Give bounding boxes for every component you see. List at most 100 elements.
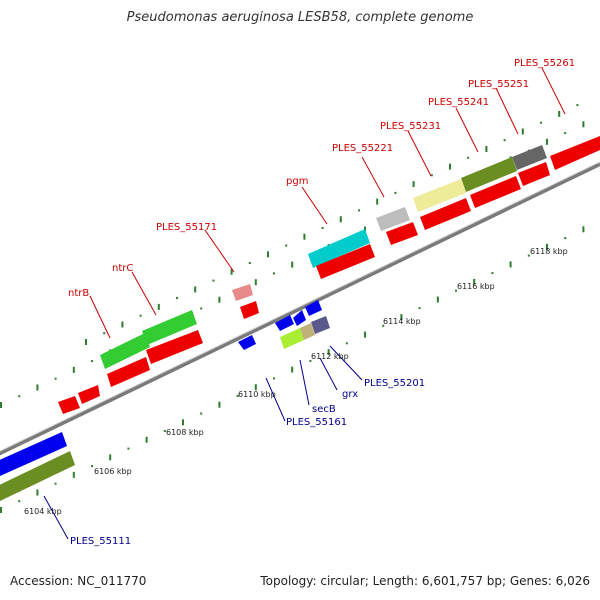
cds-red-PLES_55251[interactable] — [518, 162, 550, 186]
cds-red-PLES_55221[interactable] — [386, 222, 418, 245]
gene-olive-PLES_55241[interactable] — [461, 157, 517, 192]
label-secB[interactable]: secB — [312, 404, 336, 415]
label-PLES_55231[interactable]: PLES_55231 — [380, 121, 441, 132]
tick-labels: 6104 kbp 6106 kbp 6108 kbp 6110 kbp 6112… — [24, 247, 568, 516]
cds-red-1[interactable] — [58, 396, 80, 414]
tick-mark — [582, 226, 585, 233]
tick-label-6108: 6108 kbp — [166, 428, 204, 437]
callout-lines — [43, 67, 566, 540]
label-PLES_55161[interactable]: PLES_55161 — [286, 417, 347, 428]
tick-mark — [236, 395, 239, 397]
tick-mark — [303, 233, 306, 240]
tick-mark — [218, 401, 221, 408]
tick-mark — [200, 412, 203, 415]
label-PLES_55241[interactable]: PLES_55241 — [428, 97, 489, 108]
lower-genes — [238, 300, 330, 350]
tick-mark — [36, 489, 39, 496]
tick-mark — [503, 139, 506, 142]
label-PLES_55221[interactable]: PLES_55221 — [332, 143, 393, 154]
tick-mark — [273, 377, 275, 380]
tick-mark — [91, 465, 93, 468]
tick-mark — [54, 377, 57, 380]
tick-row-lower — [0, 226, 585, 513]
tick-mark — [212, 279, 215, 282]
map-title: Pseudomonas aeruginosa LESB58, complete … — [126, 10, 474, 25]
label-ntrB[interactable]: ntrB — [68, 288, 89, 299]
tick-mark — [449, 163, 451, 170]
tick-mark — [546, 138, 548, 145]
gene-purple-PLES_55201[interactable] — [311, 316, 330, 334]
tick-mark — [309, 359, 312, 362]
tick-mark — [163, 430, 166, 432]
cds-red-pgm[interactable] — [316, 244, 375, 279]
tick-mark — [248, 262, 251, 264]
tick-mark — [36, 384, 39, 391]
tick-mark — [18, 500, 21, 503]
label-ntrC[interactable]: ntrC — [112, 263, 133, 274]
cds-red-3[interactable] — [107, 357, 150, 387]
cds-red-5[interactable] — [240, 301, 259, 319]
accession-text: Accession: NC_011770 — [10, 574, 147, 588]
tick-mark — [521, 128, 524, 135]
tick-mark — [485, 146, 488, 152]
gene-green-ntrC[interactable] — [142, 310, 197, 345]
tick-mark — [358, 209, 360, 212]
gene-cyan-pgm[interactable] — [308, 229, 370, 268]
tick-mark — [230, 268, 233, 275]
gene-lime-secB[interactable] — [280, 328, 304, 349]
label-grx[interactable]: grx — [342, 389, 358, 400]
gene-olive-left[interactable] — [0, 451, 75, 501]
gene-green-ntrB[interactable] — [100, 333, 150, 369]
gene-blue-small-2[interactable] — [275, 315, 294, 331]
tick-mark — [85, 339, 87, 345]
label-PLES_55261[interactable]: PLES_55261 — [514, 58, 575, 69]
tick-mark — [527, 254, 530, 257]
tick-mark — [72, 471, 75, 478]
gene-khaki-PLES_55231[interactable] — [413, 179, 466, 212]
genome-backbone — [0, 162, 600, 456]
gene-pink-PLES_55171[interactable] — [232, 284, 253, 301]
tick-label-6104: 6104 kbp — [24, 507, 62, 516]
cds-red-4[interactable] — [146, 330, 203, 364]
gene-grey-PLES_55221[interactable] — [376, 207, 410, 231]
gene-tan-grx[interactable] — [300, 323, 315, 340]
cds-red-PLES_55241[interactable] — [470, 176, 521, 208]
tick-mark — [436, 296, 439, 303]
label-PLES_55111[interactable]: PLES_55111 — [70, 536, 131, 547]
cds-red-PLES_55261[interactable] — [550, 136, 600, 170]
tick-mark — [291, 261, 294, 268]
tick-mark — [218, 296, 221, 303]
tick-mark — [564, 237, 567, 240]
gene-blue-left[interactable] — [0, 432, 67, 476]
tick-mark — [364, 331, 366, 338]
label-PLES_55201[interactable]: PLES_55201 — [364, 378, 425, 389]
tick-mark — [558, 110, 561, 117]
gene-darkgrey-PLES_55251[interactable] — [512, 145, 547, 170]
tick-label-6116: 6116 kbp — [457, 282, 495, 291]
gene-blue-small-3[interactable] — [293, 310, 306, 326]
tick-mark — [127, 447, 130, 450]
cds-red-2[interactable] — [78, 385, 100, 404]
tick-mark — [394, 191, 397, 194]
tick-mark — [176, 297, 178, 300]
tick-mark — [145, 436, 148, 443]
tick-mark — [582, 121, 585, 128]
tick-row-upper-inner — [85, 104, 579, 345]
tick-mark — [376, 198, 379, 205]
tick-mark — [157, 303, 160, 310]
tick-mark — [412, 181, 415, 188]
tick-mark — [382, 324, 385, 327]
tick-mark — [200, 307, 203, 310]
label-pgm[interactable]: pgm — [286, 176, 308, 187]
tick-label-6110: 6110 kbp — [238, 390, 276, 399]
gene-blue-small-4[interactable] — [305, 300, 322, 316]
tick-mark — [182, 419, 184, 426]
label-PLES_55171[interactable]: PLES_55171 — [156, 222, 217, 233]
tick-mark — [0, 402, 2, 408]
label-PLES_55251[interactable]: PLES_55251 — [468, 79, 529, 90]
tick-mark — [321, 227, 324, 229]
gene-blue-small-1[interactable] — [238, 335, 256, 350]
genome-backbone-highlight — [0, 161, 600, 452]
cds-red-PLES_55231[interactable] — [420, 198, 471, 230]
tick-mark — [91, 360, 93, 363]
